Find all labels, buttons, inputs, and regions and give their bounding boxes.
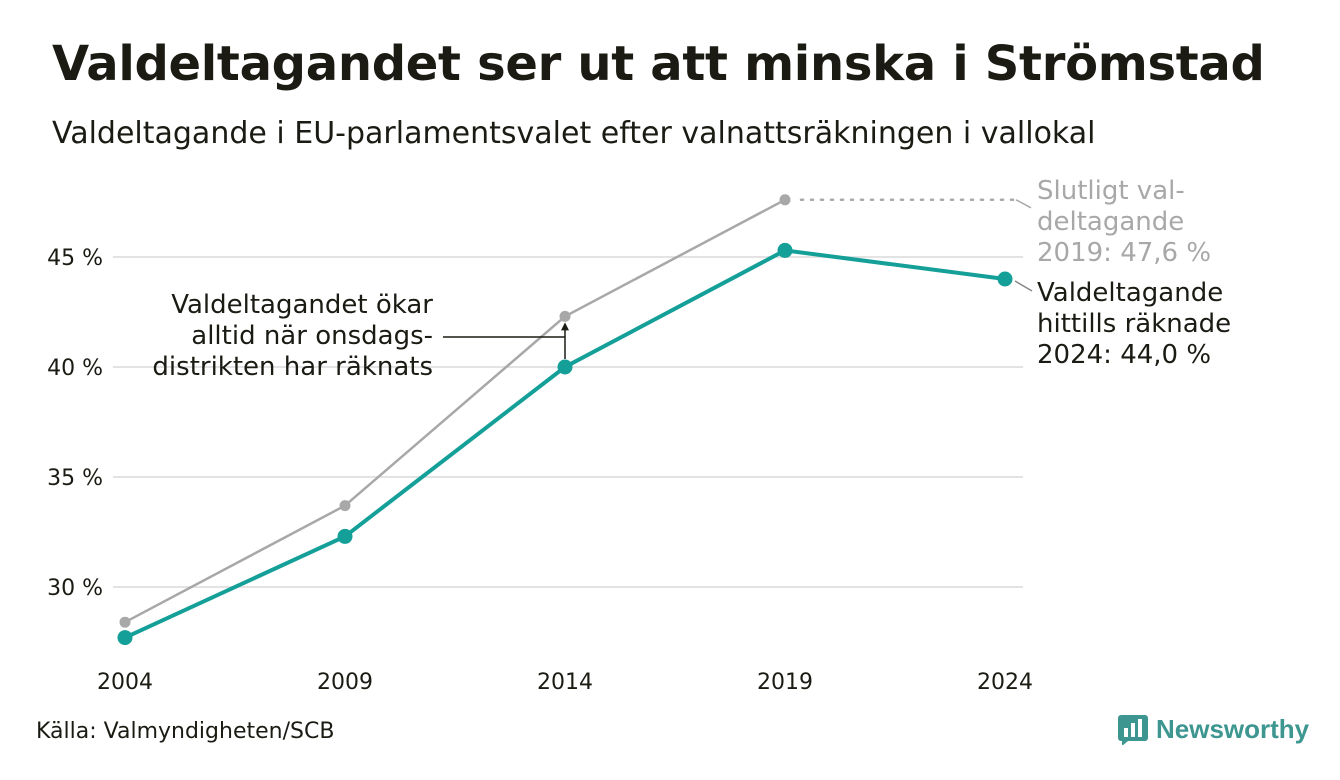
point-valnatt (777, 242, 793, 258)
y-tick-label: 35 % (47, 466, 103, 491)
annotation-slutligt-line: Slutligt val- (1037, 176, 1185, 206)
x-tick-label: 2004 (97, 670, 153, 695)
callout-arrowhead (561, 322, 569, 331)
point-valnatt (557, 359, 573, 375)
newsworthy-logo-icon (1118, 714, 1148, 745)
annotation-hittills-line: Valdeltagande (1037, 278, 1223, 308)
point-slutligt (779, 194, 791, 206)
chart-title: Valdeltagandet ser ut att minska i Ström… (52, 36, 1265, 92)
chart-subtitle: Valdeltagande i EU-parlamentsvalet efter… (52, 116, 1096, 151)
annotation-hittills-line: hittills räknade (1037, 309, 1231, 339)
source-note: Källa: Valmyndigheten/SCB (36, 719, 335, 744)
y-tick-label: 45 % (47, 246, 103, 271)
point-slutligt (339, 500, 351, 512)
x-tick-label: 2019 (757, 670, 813, 695)
annotation-slutligt-line: deltagande (1037, 207, 1184, 237)
brand-name: Newsworthy (1156, 714, 1310, 744)
point-valnatt (997, 271, 1013, 287)
annotation-onsdag-line: distrikten har räknats (152, 352, 433, 382)
series-layer (117, 194, 1013, 646)
brand-logo: Newsworthy (1118, 714, 1309, 745)
point-slutligt (559, 310, 571, 322)
x-axis-labels: 2004 2009 2014 2019 2024 (97, 670, 1033, 695)
annotation-hittills-line: 2024: 44,0 % (1037, 340, 1211, 370)
leader-hittills (1014, 280, 1033, 292)
y-axis-labels: 30 % 35 % 40 % 45 % (47, 246, 103, 601)
point-valnatt (337, 528, 353, 544)
x-tick-label: 2009 (317, 670, 373, 695)
y-tick-label: 30 % (47, 576, 103, 601)
annotation-slutligt-line: 2019: 47,6 % (1037, 238, 1211, 268)
annotation-onsdag-line: alltid när onsdags- (191, 321, 433, 351)
x-tick-label: 2024 (977, 670, 1033, 695)
point-slutligt (119, 616, 131, 628)
annotation-onsdag-line: Valdeltagandet ökar (171, 290, 433, 320)
y-tick-label: 40 % (47, 356, 103, 381)
x-tick-label: 2014 (537, 670, 593, 695)
leader-tick-slutligt (1015, 199, 1032, 209)
series-line-slutligt (124, 198, 786, 624)
point-valnatt (117, 630, 133, 646)
